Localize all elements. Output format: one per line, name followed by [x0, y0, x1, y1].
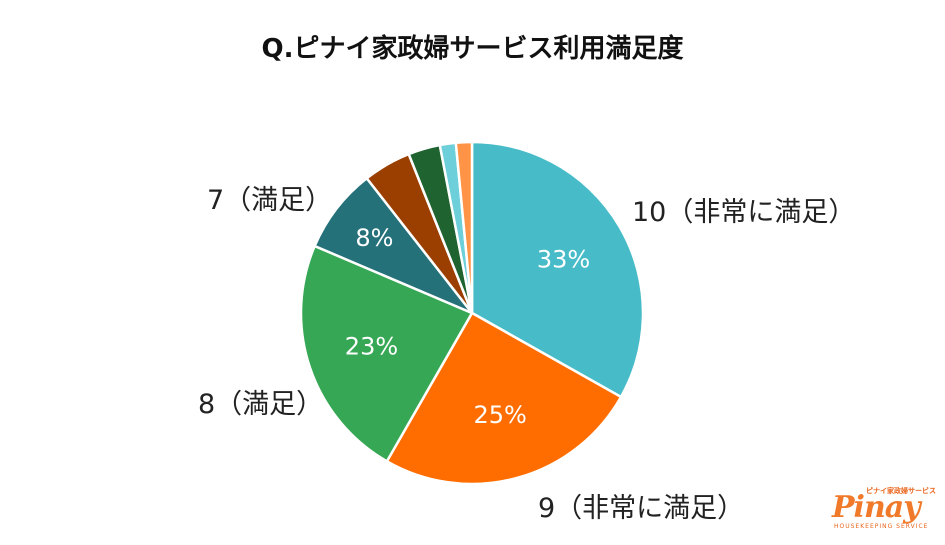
category-label-10: 10（非常に満足） — [632, 197, 856, 228]
pie-slice-0 — [470, 140, 645, 399]
category-label-8: 8（満足） — [198, 389, 324, 420]
logo-brand: Pinay — [832, 490, 921, 525]
pie-slice-7 — [454, 140, 474, 315]
logo-subtitle: HOUSEKEEPING SERVICE — [834, 523, 929, 530]
pinay-logo: ピナイ家政婦サービス Pinay HOUSEKEEPING SERVICE — [832, 486, 936, 534]
data-label-0: 33% — [537, 246, 590, 274]
data-label-3: 8% — [355, 224, 393, 252]
chart-title: Q.ピナイ家政婦サービス利用満足度 — [261, 34, 684, 64]
data-label-2: 23% — [345, 333, 398, 361]
data-label-1: 25% — [473, 401, 526, 429]
category-label-7: 7（満足） — [207, 185, 333, 216]
category-label-9: 9（非常に満足） — [538, 493, 745, 524]
logo-tagline: ピナイ家政婦サービス — [866, 487, 936, 495]
pie-slice-2 — [299, 244, 474, 463]
pie-slice-1 — [385, 311, 623, 486]
